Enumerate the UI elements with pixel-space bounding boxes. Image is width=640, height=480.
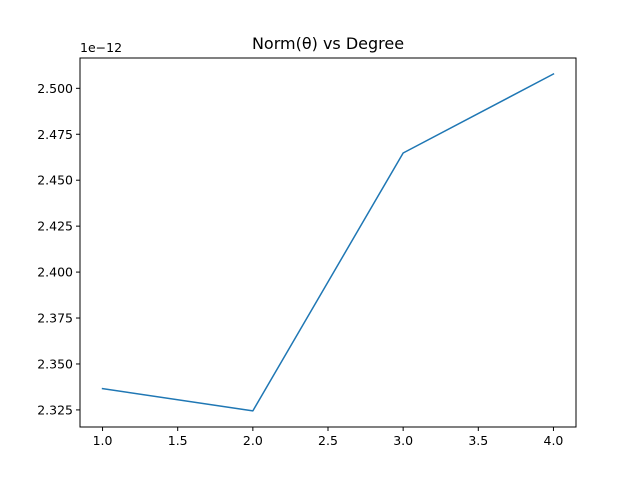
y-tick-label: 2.325 [37, 402, 73, 417]
x-tick-label: 1.5 [168, 433, 188, 448]
y-tick-label: 2.350 [37, 356, 73, 371]
y-tick-label: 2.475 [37, 127, 73, 142]
y-tick-label: 2.375 [37, 311, 73, 326]
y-tick-label: 2.450 [37, 173, 73, 188]
series-line-0 [101, 72, 555, 412]
plot-area: 1.0 1.5 2.0 2.5 3.0 3.5 4.0 2.325 2.350 2.375 2.40… [37, 72, 564, 448]
x-tick-label: 2.5 [318, 433, 338, 448]
chart-title: Norm(θ) vs Degree [252, 34, 404, 53]
y-tick-label: 2.425 [37, 219, 73, 234]
y-offset-label: 1e−12 [80, 40, 122, 55]
x-tick-label: 4.0 [544, 433, 564, 448]
axes-frame [79, 57, 577, 428]
x-tick-label: 3.5 [468, 433, 488, 448]
x-tick-label: 1.0 [93, 433, 113, 448]
y-tick-label: 2.500 [37, 81, 73, 96]
x-tick-label: 2.0 [243, 433, 263, 448]
y-tick-label: 2.400 [37, 265, 73, 280]
x-tick-label: 3.0 [393, 433, 413, 448]
